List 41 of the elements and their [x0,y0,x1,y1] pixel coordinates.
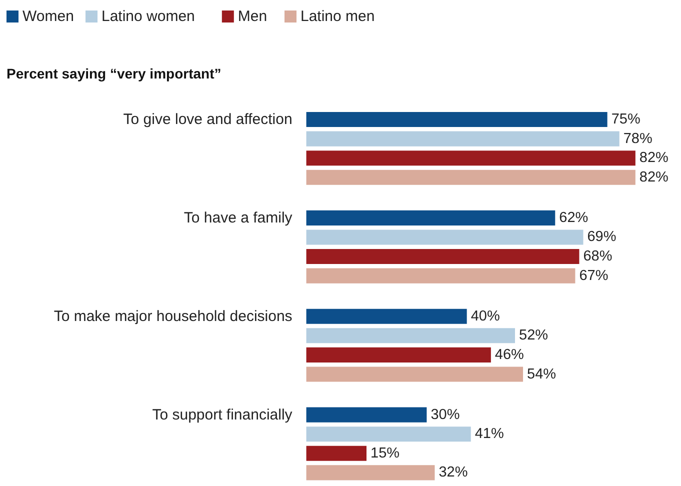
bar [306,170,636,185]
data-label: 32% [438,464,468,481]
data-label: 67% [579,268,608,284]
bar [306,347,491,362]
legend-label: Men [238,8,268,25]
data-label: 52% [519,328,548,344]
data-label: 40% [470,308,500,324]
data-label: 69% [587,229,616,246]
bar [306,112,608,128]
data-label: 41% [474,426,504,442]
bar [306,465,435,480]
data-label: 54% [527,366,556,382]
bar [306,308,467,324]
data-label: 68% [583,248,612,265]
data-label: 82% [639,150,669,166]
bar [306,446,366,461]
data-label: 78% [623,130,652,147]
y-tick-label: To support financially [152,406,293,424]
text: Percent saying “very important” [6,66,222,82]
y-tick-label: To have a family [184,209,293,226]
data-label: 46% [494,346,524,363]
bar [306,328,516,344]
data-label: 82% [639,169,669,186]
legend-label: Women [22,8,74,25]
data-label: 75% [611,112,640,128]
bar [306,249,580,264]
bar [306,230,584,245]
bar [306,131,620,146]
data-label: 30% [430,406,460,423]
legend-label: Latino women [102,8,195,25]
data-label: 62% [559,210,588,226]
bar [306,268,576,284]
legend-label: Latino men [300,8,375,25]
bar [306,150,636,166]
y-tick-label: To give love and affection [123,111,292,128]
bar [306,366,524,382]
bar [306,210,556,226]
y-tick-label: To make major household decisions [54,308,292,325]
bar [306,426,471,442]
data-label: 15% [370,445,400,462]
bar [306,407,427,422]
